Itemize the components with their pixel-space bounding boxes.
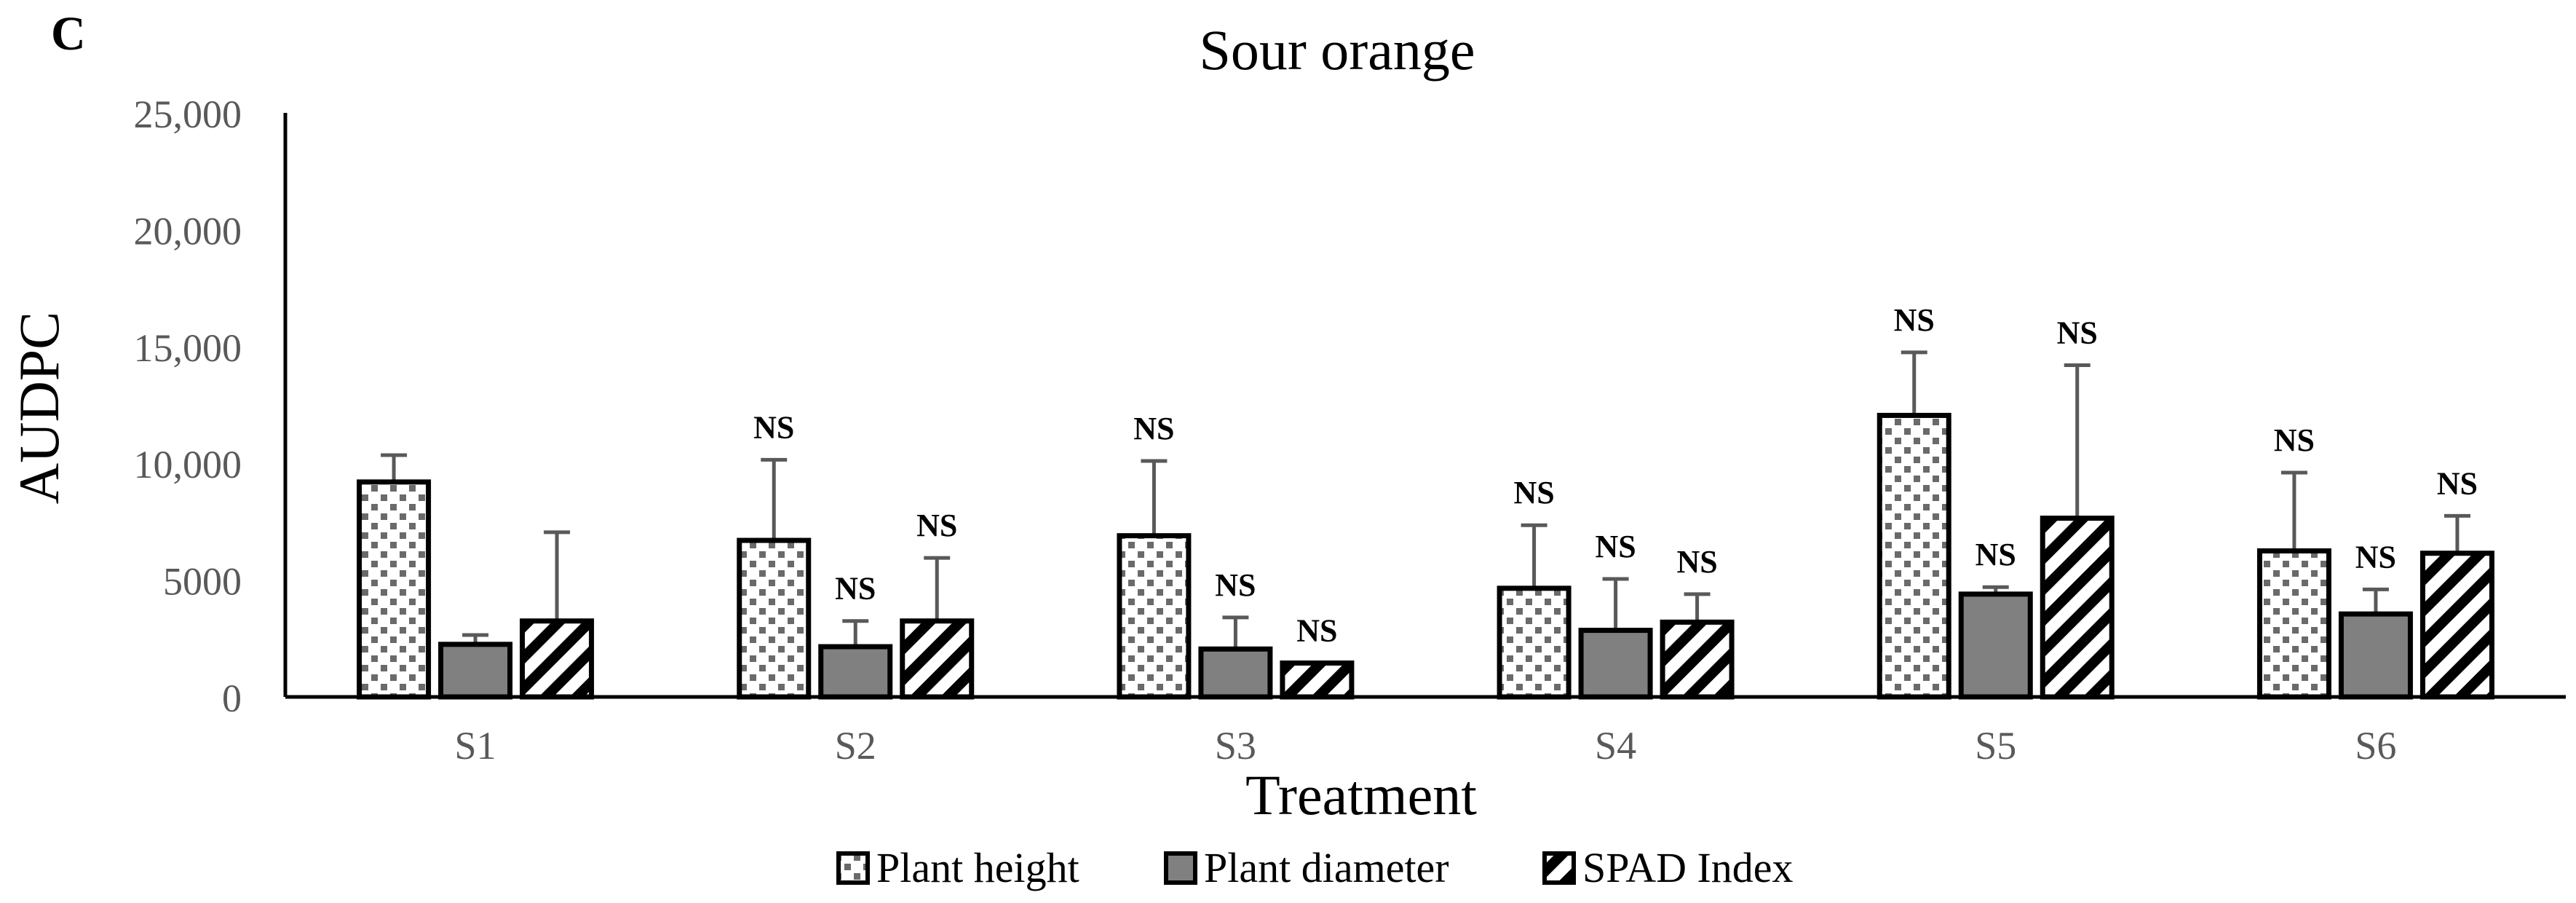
bar-plant-diameter <box>438 642 513 700</box>
significance-label: NS <box>1513 475 1554 510</box>
y-tick-label: 25,000 <box>134 92 242 136</box>
bar-spad-index <box>1280 660 1355 700</box>
significance-label: NS <box>1676 544 1717 580</box>
annotations: NS NS NS NS NS NS NS NS NS NS NS NS NS NS NS <box>753 302 2478 649</box>
bar-spad-index <box>2040 516 2115 700</box>
bar-plant-diameter <box>1198 646 1273 700</box>
bar-plant-diameter <box>818 644 893 700</box>
significance-label: NS <box>835 571 876 607</box>
bar-spad-index <box>1660 619 1735 700</box>
panel-label: C <box>51 7 86 60</box>
y-tick-label: 0 <box>222 677 242 720</box>
bars <box>357 412 2494 700</box>
x-tick-label: S3 <box>1215 724 1256 768</box>
x-tick-label: S1 <box>455 724 496 768</box>
y-tick-labels: 0 5000 10,000 15,000 20,000 25,000 <box>134 92 242 720</box>
bar-plant-height <box>1876 412 1951 700</box>
legend-swatch <box>836 851 870 885</box>
y-tick-label: 20,000 <box>134 209 242 253</box>
significance-label: NS <box>1296 612 1337 648</box>
bar-spad-index <box>520 618 595 700</box>
bar-plant-diameter <box>2338 611 2413 700</box>
x-tick-labels: S1 S2 S3 S4 S5 S6 <box>455 724 2397 768</box>
significance-label: NS <box>2355 539 2396 575</box>
legend-label: SPAD Index <box>1582 844 1794 891</box>
x-tick-label: S5 <box>1975 724 2016 768</box>
y-tick-label: 5000 <box>163 560 242 604</box>
significance-label: NS <box>1215 567 1256 603</box>
x-axis-label: Treatment <box>1245 763 1477 827</box>
bar-plant-height <box>357 479 432 700</box>
significance-label: NS <box>1595 529 1636 564</box>
bar-plant-diameter <box>1578 628 1653 700</box>
significance-label: NS <box>2274 422 2315 458</box>
significance-label: NS <box>1975 537 2016 572</box>
significance-label: NS <box>1133 411 1174 446</box>
bar-plant-height <box>2256 548 2331 700</box>
y-tick-label: 10,000 <box>134 443 242 486</box>
bar-spad-index <box>2420 551 2494 700</box>
legend: Plant height Plant diameter SPAD Index <box>836 844 1794 891</box>
significance-label: NS <box>2057 315 2098 350</box>
bar-plant-height <box>1117 533 1192 700</box>
y-tick-label: 15,000 <box>134 326 242 370</box>
chart-title: Sour orange <box>1199 18 1475 82</box>
bar-spad-index <box>900 618 975 700</box>
x-tick-label: S2 <box>835 724 876 768</box>
significance-label: NS <box>753 409 794 445</box>
legend-swatch <box>1542 851 1576 885</box>
legend-label: Plant height <box>876 844 1079 891</box>
x-tick-label: S4 <box>1595 724 1636 768</box>
error-bars <box>381 350 2470 650</box>
x-tick-label: S6 <box>2355 724 2396 768</box>
y-axis-label: AUDPC <box>7 312 71 504</box>
bar-plant-height <box>737 537 812 700</box>
significance-label: NS <box>916 508 957 543</box>
bar-plant-height <box>1497 585 1572 700</box>
legend-label: Plant diameter <box>1204 844 1449 891</box>
significance-label: NS <box>2437 465 2478 501</box>
bar-plant-diameter <box>1958 591 2033 700</box>
legend-swatch <box>1164 851 1197 885</box>
significance-label: NS <box>1894 302 1935 338</box>
